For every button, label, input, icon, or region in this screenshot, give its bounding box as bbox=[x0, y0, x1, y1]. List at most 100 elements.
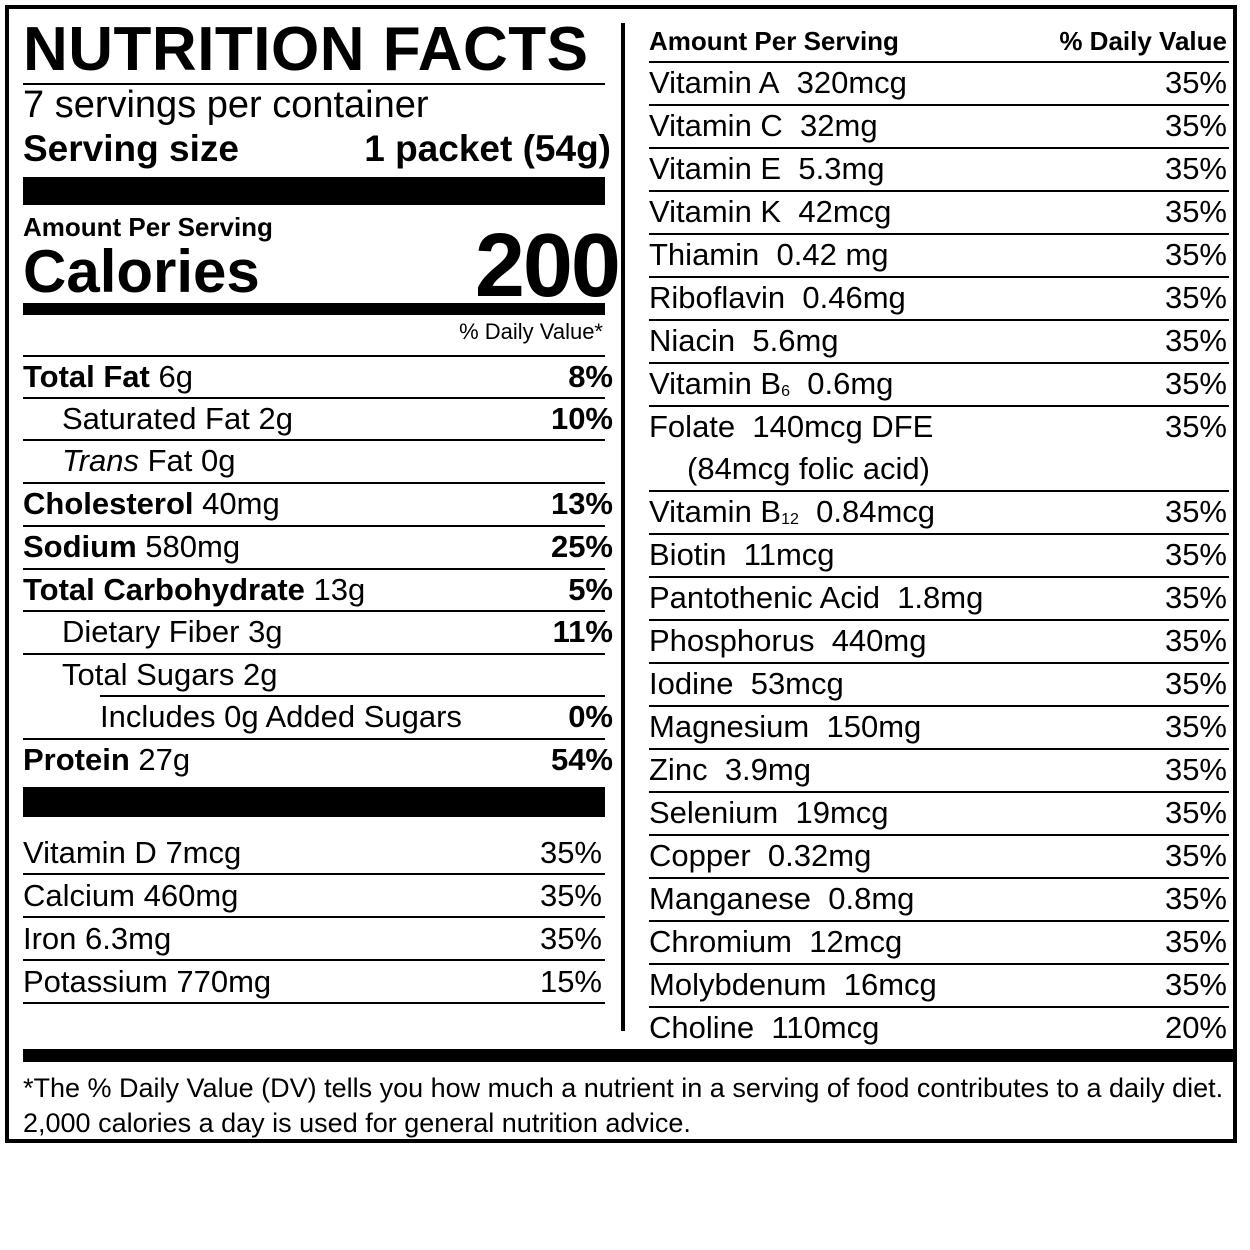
nutrient-row-added-sugars: Includes 0g Added Sugars 0% bbox=[100, 695, 613, 737]
vitamin-row-biotin: Biotin 11mcg 35% bbox=[649, 535, 1229, 578]
amount-per-serving-label: Amount Per Serving bbox=[23, 212, 273, 242]
daily-value-footnote: *The % Daily Value (DV) tells you how mu… bbox=[23, 1073, 1224, 1138]
serving-size-label: Serving size bbox=[23, 128, 239, 169]
vitamin-row-b6: Vitamin B6 0.6mg 35% bbox=[649, 364, 1229, 407]
nutrient-name: Saturated Fat bbox=[62, 401, 250, 436]
nutrient-name: Molybdenum bbox=[649, 967, 827, 1002]
nutrient-amount: 110mcg bbox=[771, 1010, 880, 1045]
calories-value: 200 bbox=[474, 216, 621, 316]
nutrient-amount: 6g bbox=[158, 359, 193, 394]
thick-divider bbox=[23, 787, 605, 817]
vitamin-row-b12: Vitamin B12 0.84mcg 35% bbox=[649, 492, 1229, 535]
nutrient-amount: 40mg bbox=[202, 486, 280, 521]
nutrient-amount: 0.46mg bbox=[802, 280, 906, 315]
daily-value-header: % Daily Value bbox=[1059, 26, 1227, 56]
nutrient-name: Vitamin E bbox=[649, 151, 782, 186]
nutrient-dv: 35% bbox=[1164, 580, 1227, 615]
nutrient-name: Protein bbox=[23, 742, 130, 777]
nutrient-dv: 35% bbox=[1164, 752, 1227, 787]
nutrient-amount: 1.8mg bbox=[897, 580, 984, 615]
nutrient-dv: 54% bbox=[550, 742, 613, 777]
nutrient-amount: 12mcg bbox=[809, 924, 903, 959]
nutrient-name: Copper bbox=[649, 838, 751, 873]
thick-divider bbox=[23, 177, 605, 205]
nutrient-name: Iodine bbox=[649, 666, 734, 701]
nutrient-name: Vitamin K bbox=[649, 194, 782, 229]
vitamin-row-iodine: Iodine 53mcg 35% bbox=[649, 664, 1229, 707]
nutrient-name: Total Sugars bbox=[62, 657, 235, 692]
vitamin-row-copper: Copper 0.32mg 35% bbox=[649, 836, 1229, 879]
nutrient-dv: 5% bbox=[568, 572, 613, 607]
nutrient-name: Vitamin D bbox=[23, 835, 157, 870]
nutrition-facts-label: NUTRITION FACTS 7 servings per container… bbox=[5, 5, 1237, 1143]
nutrient-name: Chromium bbox=[649, 924, 792, 959]
nutrient-name: Phosphorus bbox=[649, 623, 815, 658]
nutrient-amount: 5.6mg bbox=[752, 323, 839, 358]
nutrient-note: (84mcg folic acid) bbox=[687, 451, 930, 486]
vitamin-row-molybdenum: Molybdenum 16mcg 35% bbox=[649, 965, 1229, 1008]
nutrient-amount: 440mg bbox=[831, 623, 927, 658]
nutrient-name: Pantothenic Acid bbox=[649, 580, 880, 615]
nutrient-subscript: 6 bbox=[781, 383, 791, 400]
nutrient-dv: 35% bbox=[539, 878, 602, 913]
nutrient-row-trans-fat: Trans Fat 0g bbox=[23, 439, 605, 481]
nutrient-amount: 5.3mg bbox=[798, 151, 885, 186]
nutrient-name: Zinc bbox=[649, 752, 708, 787]
nutrient-amount: 0.84mcg bbox=[816, 494, 936, 529]
nutrient-name: Biotin bbox=[649, 537, 727, 572]
nutrient-dv: 35% bbox=[1164, 237, 1227, 272]
nutrient-dv: 20% bbox=[1164, 1010, 1227, 1045]
nutrient-row-total-carbohydrate: Total Carbohydrate 13g 5% bbox=[23, 568, 613, 610]
nutrient-dv: 35% bbox=[1164, 709, 1227, 744]
serving-size-row: Serving size 1 packet (54g) bbox=[23, 127, 611, 171]
nutrient-amount: 150mg bbox=[826, 709, 922, 744]
label-title: NUTRITION FACTS bbox=[23, 15, 589, 84]
nutrient-name: Potassium bbox=[23, 964, 168, 999]
nutrient-amount: 11mcg bbox=[743, 537, 835, 572]
nutrient-amount: 42mcg bbox=[798, 194, 892, 229]
nutrient-name-italic: Trans bbox=[62, 443, 139, 478]
nutrient-amount: 0.8mg bbox=[828, 881, 915, 916]
nutrient-name: Vitamin A bbox=[649, 65, 780, 100]
nutrient-row-sodium: Sodium 580mg 25% bbox=[23, 525, 613, 567]
nutrient-name: Magnesium bbox=[649, 709, 810, 744]
nutrient-amount: 0.42 mg bbox=[776, 237, 889, 272]
vitamin-row-phosphorus: Phosphorus 440mg 35% bbox=[649, 621, 1229, 664]
nutrient-row-total-sugars: Total Sugars 2g bbox=[23, 653, 605, 695]
nutrient-dv: 35% bbox=[539, 921, 602, 956]
mineral-row-iron: Iron 6.3mg 35% bbox=[23, 918, 605, 961]
vitamin-row-magnesium: Magnesium 150mg 35% bbox=[649, 707, 1229, 750]
nutrient-amount: 2g bbox=[242, 657, 278, 692]
nutrient-dv: 13% bbox=[550, 486, 613, 521]
vitamin-row-choline: Choline 110mcg 20% bbox=[649, 1008, 1229, 1051]
vitamin-row-riboflavin: Riboflavin 0.46mg 35% bbox=[649, 278, 1229, 321]
nutrient-amount: 320mcg bbox=[796, 65, 907, 100]
mineral-row-potassium: Potassium 770mg 15% bbox=[23, 961, 605, 1004]
nutrient-dv: 35% bbox=[1164, 838, 1227, 873]
nutrient-name: Cholesterol bbox=[23, 486, 194, 521]
nutrient-name: Choline bbox=[649, 1010, 755, 1045]
vitamin-row-pantothenic-acid: Pantothenic Acid 1.8mg 35% bbox=[649, 578, 1229, 621]
amount-per-serving-label: Amount Per Serving bbox=[649, 26, 899, 56]
nutrient-dv: 35% bbox=[1164, 881, 1227, 916]
nutrient-dv: 35% bbox=[1164, 924, 1227, 959]
nutrient-name: Selenium bbox=[649, 795, 779, 830]
vitamin-row-a: Vitamin A 320mcg 35% bbox=[649, 63, 1229, 106]
nutrient-dv: 35% bbox=[1164, 65, 1227, 100]
nutrient-name: Vitamin B bbox=[649, 366, 782, 401]
nutrient-name: Calcium bbox=[23, 878, 135, 913]
nutrient-dv: 35% bbox=[1164, 537, 1227, 572]
nutrient-amount: 460mg bbox=[143, 878, 239, 913]
vitamin-row-e: Vitamin E 5.3mg 35% bbox=[649, 149, 1229, 192]
nutrient-amount: 13g bbox=[313, 572, 366, 607]
nutrient-dv: 15% bbox=[539, 964, 602, 999]
nutrient-name: Vitamin C bbox=[649, 108, 783, 143]
nutrient-name: Iron bbox=[23, 921, 77, 956]
vitamin-row-niacin: Niacin 5.6mg 35% bbox=[649, 321, 1229, 364]
vitamin-row-selenium: Selenium 19mcg 35% bbox=[649, 793, 1229, 836]
nutrient-dv: 35% bbox=[1164, 194, 1227, 229]
nutrient-dv: 35% bbox=[1164, 795, 1227, 830]
mineral-row-vitamin-d: Vitamin D 7mcg 35% bbox=[23, 832, 605, 875]
vitamin-row-k: Vitamin K 42mcg 35% bbox=[649, 192, 1229, 235]
column-divider bbox=[621, 23, 625, 1031]
